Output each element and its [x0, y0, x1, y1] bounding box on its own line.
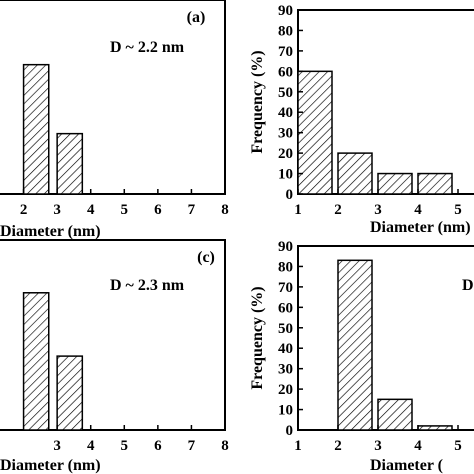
panel-d: 1 2 3 4 5 0 10 20 30 40 50 60 70 80 90 D Frequency (%…	[249, 239, 474, 474]
panel-d-bars	[337, 259, 453, 431]
panel-a-x-tick-3: 5	[121, 202, 129, 218]
panel-b-y-tick-7: 70	[278, 44, 293, 60]
panel-b-x-tick-1: 2	[334, 202, 342, 218]
panel-b-y-tick-9: 90	[278, 3, 293, 19]
panel-a-x-axis-label: Diameter (nm)	[0, 223, 101, 240]
panel-d-y-ticks: 0 10 20 30 40 50 60 70 80 90	[278, 239, 303, 439]
panel-c-x-tick-4: 7	[188, 438, 196, 454]
panel-c-x-tick-2: 5	[121, 438, 129, 454]
panel-d-y-tick-7: 70	[278, 280, 293, 296]
panel-b-y-axis-label: Frequency (%)	[249, 50, 266, 153]
panel-a-x-tick-1: 3	[53, 202, 61, 218]
panel-d-x-tick-2: 3	[374, 438, 382, 454]
panel-d-x-tick-4: 5	[454, 438, 462, 454]
panel-c-x-tick-0: 3	[53, 438, 61, 454]
panel-d-y-tick-3: 30	[278, 362, 293, 378]
panel-c-frame	[0, 239, 226, 431]
panel-b-y-tick-0: 0	[286, 187, 294, 203]
panel-a: 2 3 4 5 6 7 8 (a) D ~ 2.2 nm Diameter (nm)	[0, 0, 229, 240]
panel-a-label: (a)	[187, 9, 206, 26]
panel-d-bar-1	[377, 398, 413, 431]
panel-d-y-tick-1: 10	[278, 403, 293, 419]
panel-a-bar-1	[56, 132, 84, 195]
panel-b-x-tick-4: 5	[454, 202, 462, 218]
panel-b-y-tick-2: 20	[278, 146, 293, 162]
panel-d-x-tick-1: 2	[334, 438, 342, 454]
panel-d-x-tick-0: 1	[294, 438, 302, 454]
panel-c-x-tick-5: 8	[221, 438, 229, 454]
panel-d-annotation: D	[462, 277, 474, 294]
panel-d-x-ticks: 1 2 3 4 5	[294, 425, 462, 454]
panel-b-x-tick-0: 1	[294, 202, 302, 218]
panel-b-bars	[297, 70, 453, 195]
panel-a-x-tick-6: 8	[221, 202, 229, 218]
panel-b-y-tick-4: 40	[278, 105, 293, 121]
panel-b-y-tick-6: 60	[278, 64, 293, 80]
panel-a-x-tick-2: 4	[87, 202, 95, 218]
panel-d-y-tick-4: 40	[278, 341, 293, 357]
panel-a-x-tick-4: 6	[154, 202, 162, 218]
panel-a-bar-0	[22, 63, 50, 195]
panel-c-x-axis-label: Diameter (nm)	[0, 457, 101, 474]
panel-c-annotation: D ~ 2.3 nm	[110, 277, 185, 294]
panel-a-x-ticks: 2 3 4 5 6 7 8	[20, 189, 229, 218]
panel-d-x-tick-3: 4	[414, 438, 422, 454]
panel-d-x-axis-label: Diameter (	[370, 457, 443, 474]
panel-d-y-axis-label: Frequency (%)	[249, 286, 266, 389]
panel-b-bar-2	[377, 172, 413, 195]
panel-c-bar-0	[22, 292, 50, 431]
panel-c-bars	[22, 292, 84, 431]
panel-a-x-tick-0: 2	[20, 202, 28, 218]
panel-c: 3 4 5 6 7 8 (c) D ~ 2.3 nm Diameter (nm)	[0, 239, 229, 474]
panel-a-annotation: D ~ 2.2 nm	[110, 39, 185, 56]
panel-b-bar-3	[417, 172, 453, 195]
panel-d-y-tick-8: 80	[278, 259, 293, 275]
panel-b-y-tick-5: 50	[278, 85, 293, 101]
panel-b-y-tick-1: 10	[278, 167, 293, 183]
panel-a-bars	[22, 63, 84, 195]
panel-b-x-tick-3: 4	[414, 202, 422, 218]
panel-c-x-ticks: 3 4 5 6 7 8	[53, 425, 229, 454]
panel-b-x-tick-2: 3	[374, 202, 382, 218]
panel-a-x-tick-5: 7	[188, 202, 196, 218]
panel-d-bar-2	[417, 425, 453, 431]
panel-c-x-tick-1: 4	[87, 438, 95, 454]
panel-b-x-ticks: 1 2 3 4 5	[294, 189, 462, 218]
panel-b-bar-1	[337, 152, 373, 195]
panel-c-bar-1	[56, 355, 84, 431]
panel-b-y-ticks: 0 10 20 30 40 50 60 70 80 90	[278, 3, 303, 203]
panel-d-y-tick-9: 90	[278, 239, 293, 255]
panel-c-x-tick-3: 6	[154, 438, 162, 454]
panel-d-bar-0	[337, 259, 373, 431]
panel-b-bar-0	[297, 70, 333, 195]
panel-b-y-tick-3: 30	[278, 126, 293, 142]
panel-d-y-tick-2: 20	[278, 382, 293, 398]
panel-d-y-tick-0: 0	[286, 423, 294, 439]
panel-c-label: (c)	[197, 249, 215, 266]
panel-d-y-tick-5: 50	[278, 321, 293, 337]
panel-b-y-tick-8: 80	[278, 23, 293, 39]
panel-a-frame	[0, 0, 226, 195]
panel-d-y-tick-6: 60	[278, 300, 293, 316]
panel-b-x-axis-label: Diameter (nm)	[370, 219, 471, 236]
